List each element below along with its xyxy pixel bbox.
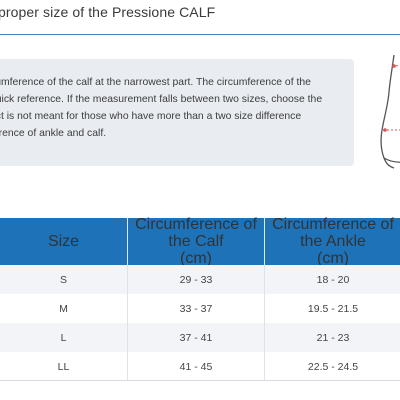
info-box: [0, 59, 354, 166]
table-bottom-divider: [0, 380, 400, 381]
page-title: t proper size of the Pressione CALF: [0, 4, 216, 20]
column-divider: [127, 352, 128, 381]
column-divider: [127, 265, 128, 294]
header-size: Size: [0, 218, 127, 265]
size-cell: S: [59, 273, 67, 286]
title-divider: [0, 34, 400, 35]
header-ankle-unit: (cm): [317, 250, 349, 267]
header-calf-label: Circumference of the Calf: [135, 216, 257, 250]
header-size-label: Size: [47, 233, 80, 250]
ankle-cell: 22.5 - 24.5: [307, 360, 359, 373]
calf-cell: 41 - 45: [179, 360, 213, 373]
table-row: L 37 - 41 21 - 23: [0, 323, 400, 352]
header-divider: [264, 218, 265, 265]
column-divider: [264, 323, 265, 352]
column-divider: [264, 294, 265, 323]
header-ankle: Circumference of the Ankle (cm): [265, 216, 400, 267]
info-line: quick reference. If the measurement fall…: [0, 94, 323, 105]
column-divider: [264, 352, 265, 381]
info-line: cumference of the calf at the narrowest …: [0, 77, 311, 88]
table-row: LL 41 - 45 22.5 - 24.5: [0, 352, 400, 381]
info-line: uct is not meant for those who have more…: [0, 111, 302, 122]
column-divider: [127, 323, 128, 352]
info-line: ference of ankle and calf.: [0, 128, 107, 139]
leg-diagram-icon: [372, 50, 400, 180]
column-divider: [127, 294, 128, 323]
ankle-cell: 19.5 - 21.5: [307, 302, 359, 315]
table-row: S 29 - 33 18 - 20: [0, 265, 400, 294]
size-cell: L: [60, 331, 67, 344]
header-divider: [127, 218, 128, 265]
calf-cell: 29 - 33: [179, 273, 213, 286]
header-ankle-label: Circumference of the Ankle: [272, 216, 394, 250]
header-calf: Circumference of the Calf (cm): [128, 216, 264, 267]
size-cell: LL: [57, 360, 70, 373]
header-calf-unit: (cm): [180, 250, 212, 267]
column-divider: [264, 265, 265, 294]
calf-cell: 33 - 37: [179, 302, 213, 315]
size-cell: M: [59, 302, 68, 315]
size-table-header: Size Circumference of the Calf (cm) Circ…: [0, 216, 400, 267]
table-row: M 33 - 37 19.5 - 21.5: [0, 294, 400, 323]
calf-cell: 37 - 41: [179, 331, 213, 344]
info-text: cumference of the calf at the narrowest …: [0, 74, 340, 142]
ankle-cell: 21 - 23: [316, 331, 350, 344]
ankle-cell: 18 - 20: [316, 273, 350, 286]
